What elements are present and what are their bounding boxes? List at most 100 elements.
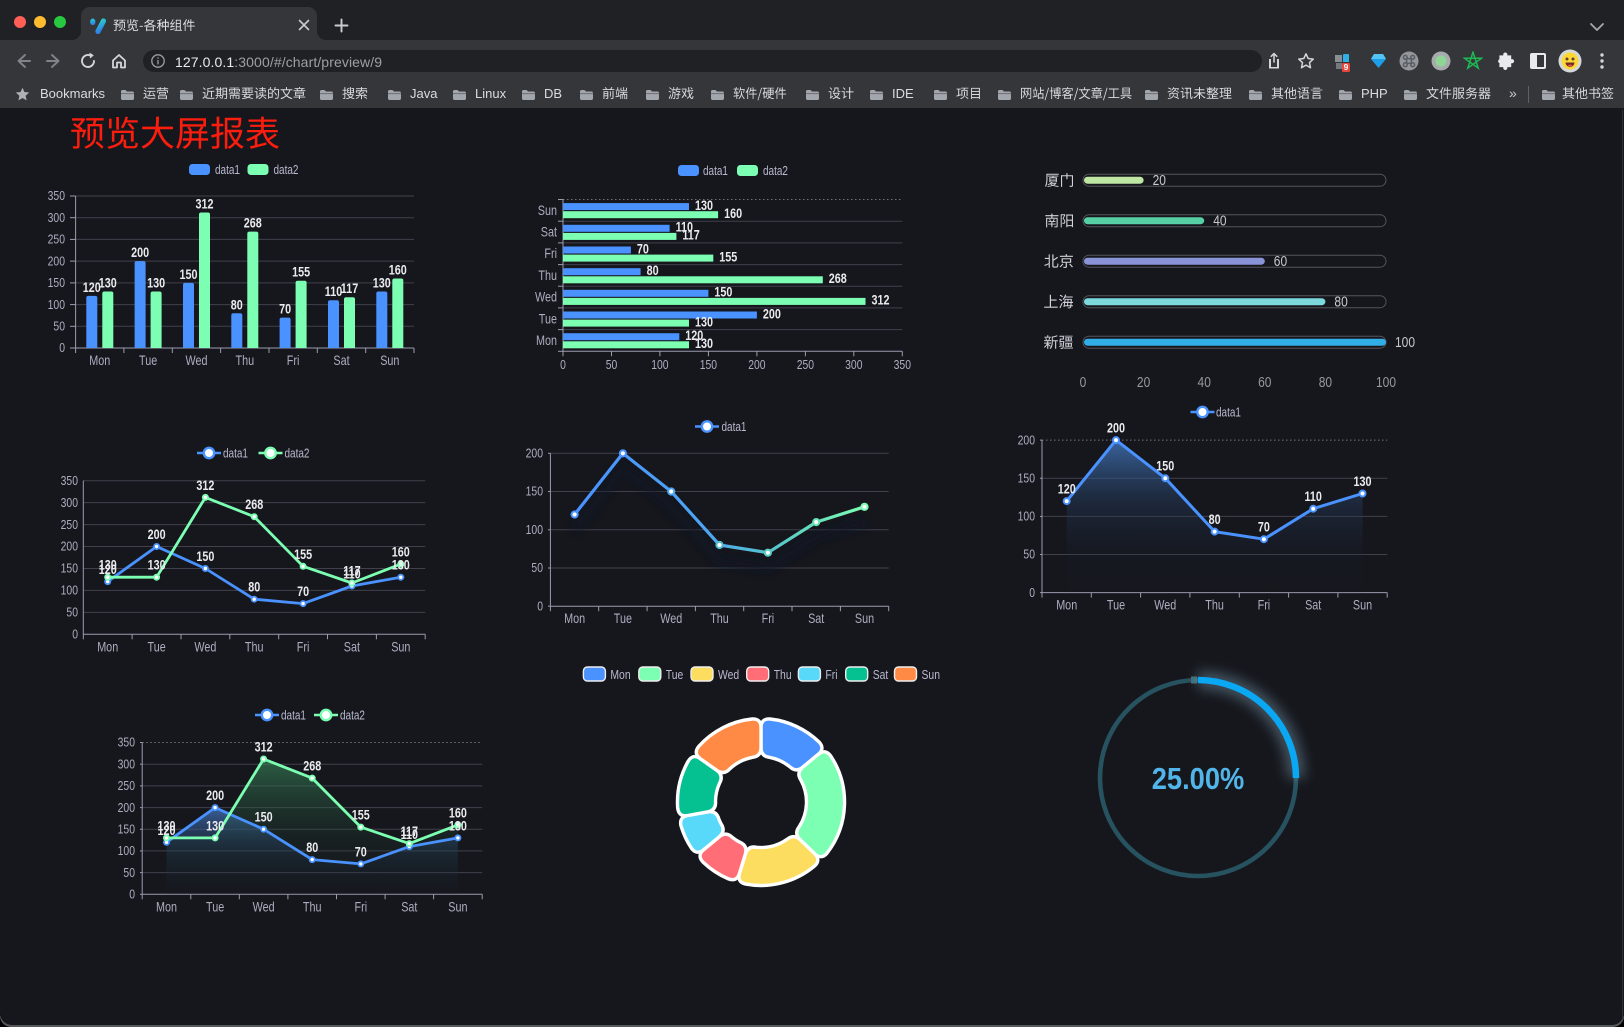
- svg-text:Sun: Sun: [448, 899, 467, 914]
- svg-text:20: 20: [1137, 374, 1151, 391]
- svg-text:Tue: Tue: [206, 899, 224, 914]
- svg-text:Sun: Sun: [1353, 597, 1372, 612]
- svg-text:110: 110: [343, 566, 361, 581]
- svg-text:130: 130: [99, 558, 117, 573]
- svg-text:100: 100: [651, 358, 669, 372]
- svg-text:Thu: Thu: [245, 639, 264, 654]
- svg-text:268: 268: [303, 758, 321, 773]
- svg-text:120: 120: [157, 823, 175, 838]
- svg-text:70: 70: [1258, 520, 1270, 535]
- svg-text:130: 130: [449, 818, 467, 833]
- svg-text:312: 312: [195, 196, 213, 211]
- svg-text:Fri: Fri: [544, 246, 557, 261]
- svg-text:0: 0: [1080, 374, 1087, 391]
- svg-text:120: 120: [1058, 481, 1076, 496]
- svg-text:Sun: Sun: [922, 668, 940, 682]
- svg-text:Mon: Mon: [1056, 597, 1077, 612]
- svg-text:Sat: Sat: [541, 224, 558, 239]
- svg-text:150: 150: [714, 284, 732, 299]
- svg-text:200: 200: [61, 540, 79, 554]
- svg-text:200: 200: [206, 788, 224, 803]
- svg-text:80: 80: [231, 297, 243, 312]
- svg-text:Wed: Wed: [718, 668, 739, 682]
- svg-text:data1: data1: [215, 164, 240, 177]
- svg-text:Thu: Thu: [774, 668, 792, 682]
- svg-text:50: 50: [53, 319, 65, 333]
- svg-text:Sat: Sat: [333, 353, 350, 368]
- svg-text:50: 50: [531, 561, 543, 575]
- svg-text:60: 60: [1274, 253, 1288, 270]
- svg-text:160: 160: [724, 206, 742, 221]
- svg-text:250: 250: [797, 358, 815, 372]
- svg-text:268: 268: [245, 497, 263, 512]
- svg-text:300: 300: [48, 211, 66, 225]
- svg-text:Tue: Tue: [1107, 597, 1125, 612]
- svg-text:data2: data2: [274, 164, 299, 177]
- svg-text:Sat: Sat: [808, 611, 825, 626]
- svg-text:200: 200: [763, 306, 781, 321]
- svg-text:data2: data2: [285, 448, 310, 461]
- svg-text:60: 60: [1258, 374, 1272, 391]
- svg-text:100: 100: [1018, 510, 1036, 524]
- svg-text:120: 120: [99, 562, 117, 577]
- svg-text:250: 250: [48, 233, 66, 247]
- svg-text:312: 312: [196, 478, 214, 493]
- svg-text:Wed: Wed: [185, 353, 207, 368]
- svg-text:200: 200: [148, 527, 166, 542]
- svg-text:data1: data1: [703, 165, 728, 178]
- svg-text:350: 350: [48, 189, 66, 203]
- svg-text:150: 150: [526, 485, 544, 499]
- svg-text:Mon: Mon: [564, 611, 585, 626]
- svg-text:0: 0: [129, 887, 135, 901]
- svg-text:130: 130: [148, 558, 166, 573]
- svg-text:data1: data1: [223, 448, 248, 461]
- svg-text:Mon: Mon: [156, 899, 177, 914]
- svg-text:150: 150: [700, 358, 718, 372]
- svg-text:150: 150: [196, 549, 214, 564]
- svg-text:130: 130: [695, 198, 713, 213]
- svg-text:Fri: Fri: [825, 668, 837, 682]
- svg-text:150: 150: [48, 276, 66, 290]
- svg-text:Tue: Tue: [614, 611, 632, 626]
- svg-text:Wed: Wed: [535, 289, 557, 304]
- svg-text:250: 250: [61, 518, 79, 532]
- svg-text:117: 117: [343, 563, 361, 578]
- svg-text:300: 300: [845, 358, 863, 372]
- svg-text:Sun: Sun: [855, 611, 874, 626]
- svg-text:data2: data2: [340, 710, 365, 723]
- svg-text:Sat: Sat: [873, 668, 889, 682]
- svg-text:150: 150: [179, 267, 197, 282]
- svg-text:data1: data1: [722, 421, 747, 434]
- svg-text:200: 200: [1018, 433, 1036, 447]
- svg-text:data1: data1: [1216, 407, 1241, 420]
- svg-text:Mon: Mon: [610, 668, 630, 682]
- svg-text:Fri: Fri: [355, 899, 368, 914]
- svg-text:200: 200: [526, 446, 544, 460]
- svg-text:80: 80: [647, 263, 659, 278]
- svg-text:70: 70: [297, 584, 309, 599]
- svg-text:Wed: Wed: [660, 611, 682, 626]
- svg-text:25.00%: 25.00%: [1152, 762, 1245, 796]
- svg-text:80: 80: [248, 580, 260, 595]
- svg-text:70: 70: [279, 301, 291, 316]
- svg-text:155: 155: [292, 265, 310, 280]
- svg-text:160: 160: [449, 805, 467, 820]
- svg-text:Thu: Thu: [235, 353, 254, 368]
- svg-text:data1: data1: [281, 710, 306, 723]
- svg-text:Thu: Thu: [710, 611, 729, 626]
- svg-text:Tue: Tue: [139, 353, 157, 368]
- svg-text:0: 0: [560, 358, 566, 372]
- svg-text:Fri: Fri: [297, 639, 310, 654]
- svg-text:150: 150: [1018, 471, 1036, 485]
- svg-text:155: 155: [352, 807, 370, 822]
- svg-text:Thu: Thu: [538, 268, 557, 283]
- svg-text:Wed: Wed: [1154, 597, 1176, 612]
- svg-text:Sun: Sun: [391, 639, 410, 654]
- svg-text:160: 160: [392, 544, 410, 559]
- svg-text:Thu: Thu: [303, 899, 322, 914]
- svg-text:117: 117: [341, 281, 359, 296]
- svg-text:Sun: Sun: [538, 203, 557, 218]
- svg-text:0: 0: [537, 599, 543, 613]
- svg-text:100: 100: [118, 844, 136, 858]
- svg-text:312: 312: [872, 293, 890, 308]
